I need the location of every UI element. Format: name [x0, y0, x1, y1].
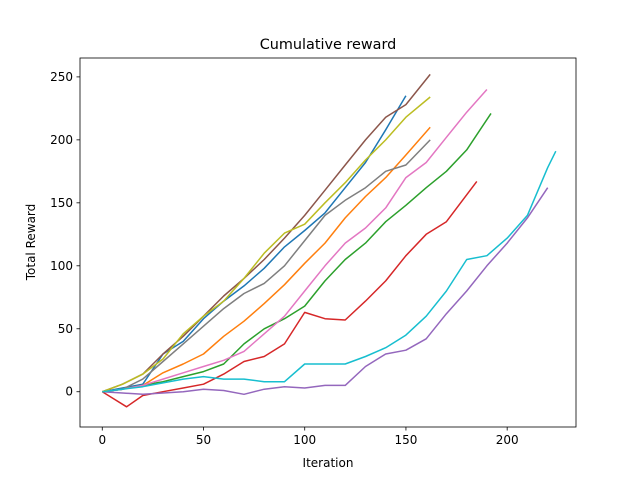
plot-area: [101, 73, 557, 408]
series-line-5: [102, 187, 549, 396]
chart-title: Cumulative reward: [260, 37, 397, 53]
series-line-7: [102, 89, 488, 393]
x-tick-label: 150: [394, 433, 417, 447]
series-line-2: [102, 126, 431, 393]
x-axis-label: Iteration: [303, 456, 354, 470]
y-tick-label: 100: [50, 259, 73, 273]
y-tick-label: 150: [50, 196, 73, 210]
series-line-9: [102, 96, 431, 393]
x-tick-label: 100: [293, 433, 316, 447]
series-line-1: [102, 95, 407, 393]
y-tick-label: 0: [65, 385, 73, 399]
series-line-3: [102, 112, 492, 393]
x-tick-label: 0: [98, 433, 106, 447]
series-line-10: [102, 150, 557, 393]
y-axis-label: Total Reward: [24, 204, 38, 282]
x-tick-label: 200: [496, 433, 519, 447]
y-tick-label: 50: [58, 322, 73, 336]
y-tick-label: 250: [50, 70, 73, 84]
y-tick-label: 200: [50, 133, 73, 147]
x-axis: 0 50 100 150 200: [98, 427, 519, 447]
y-axis: 0 50 100 150 200 250: [50, 70, 80, 399]
series-line-6: [102, 73, 431, 393]
series-line-8: [102, 139, 431, 393]
series-line-4: [101, 180, 478, 408]
x-tick-label: 50: [196, 433, 211, 447]
plot-frame: [79, 57, 577, 428]
